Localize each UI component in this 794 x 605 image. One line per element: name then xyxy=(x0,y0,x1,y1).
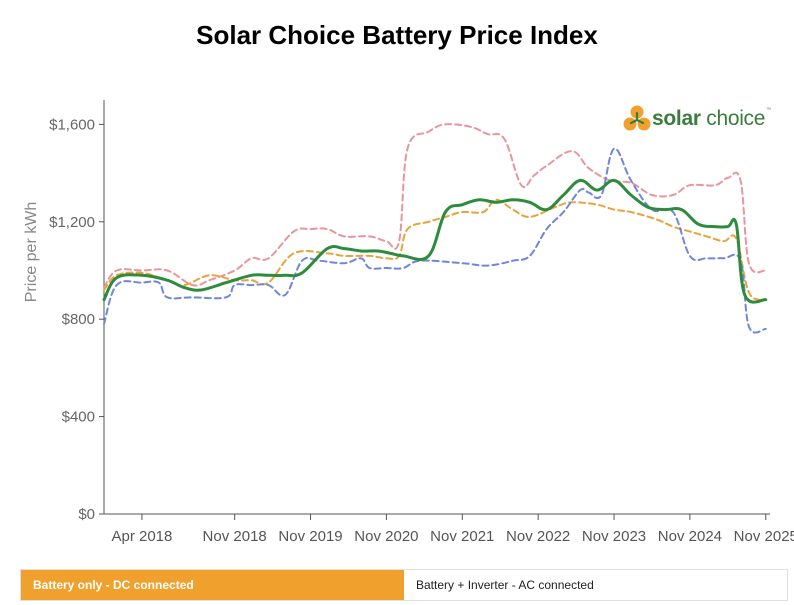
series-line-0 xyxy=(103,123,767,289)
series-line-3 xyxy=(102,178,768,304)
y-tick-label: $1,600 xyxy=(49,116,95,133)
x-tick-label: Nov 2020 xyxy=(354,528,418,545)
solar-choice-logo: solar choice ™ xyxy=(622,104,771,134)
x-tick-label: Nov 2023 xyxy=(582,528,646,545)
x-tick-label: Nov 2022 xyxy=(506,528,570,545)
axes xyxy=(99,100,770,520)
y-axis-label: Price per kWh xyxy=(23,202,40,302)
brand-name: solar choice xyxy=(652,107,766,130)
x-tick-label: Nov 2021 xyxy=(430,528,494,545)
sun-leaf-icon xyxy=(623,105,651,131)
x-tick-label: Nov 2025 xyxy=(734,528,794,545)
y-tick-label: $1,200 xyxy=(49,214,95,231)
x-tick-label: Nov 2019 xyxy=(278,528,342,545)
tab-dc-connected[interactable]: Battery only - DC connected xyxy=(21,570,404,600)
x-tick-label: Apr 2018 xyxy=(111,528,172,545)
x-tick-label: Nov 2018 xyxy=(203,528,267,545)
series-line-1 xyxy=(103,198,767,301)
price-chart: $0 $400 $800 $1,200 $1,600 Apr 2018 Nov 2018 N… xyxy=(23,100,794,545)
trademark: ™ xyxy=(766,107,772,113)
x-tick-labels: Apr 2018 Nov 2018 Nov 2019 Nov 2020 Nov 2021… xyxy=(111,528,794,545)
y-tick-label: $800 xyxy=(62,311,95,328)
x-tick-label: Nov 2024 xyxy=(658,528,722,545)
y-tick-labels: $0 $400 $800 $1,200 $1,600 xyxy=(49,116,95,523)
series-lines xyxy=(102,123,768,334)
y-tick-label: $0 xyxy=(78,506,95,523)
connection-type-tabs: Battery only - DC connected Battery + In… xyxy=(20,569,788,601)
chart-title: Solar Choice Battery Price Index xyxy=(196,20,598,50)
series-line-2 xyxy=(103,147,767,334)
tab-ac-connected[interactable]: Battery + Inverter - AC connected xyxy=(404,570,787,600)
y-tick-label: $400 xyxy=(62,409,95,426)
